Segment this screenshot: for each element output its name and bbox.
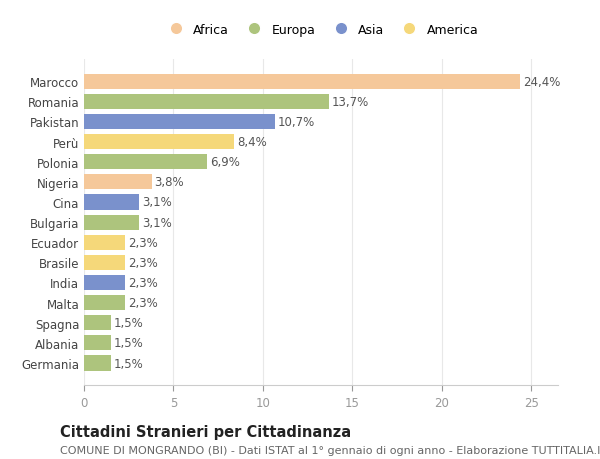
Bar [84, 155, 208, 170]
Text: 24,4%: 24,4% [523, 76, 560, 89]
Bar [84, 95, 329, 110]
Bar [84, 215, 139, 230]
Text: COMUNE DI MONGRANDO (BI) - Dati ISTAT al 1° gennaio di ogni anno - Elaborazione : COMUNE DI MONGRANDO (BI) - Dati ISTAT al… [60, 445, 600, 455]
Text: 3,8%: 3,8% [155, 176, 184, 189]
Legend: Africa, Europa, Asia, America: Africa, Europa, Asia, America [163, 23, 479, 37]
Bar [84, 115, 275, 130]
Text: 1,5%: 1,5% [113, 336, 143, 350]
Text: 3,1%: 3,1% [142, 196, 172, 209]
Bar [84, 135, 234, 150]
Text: 1,5%: 1,5% [113, 317, 143, 330]
Bar [84, 255, 125, 270]
Text: 1,5%: 1,5% [113, 357, 143, 369]
Text: 2,3%: 2,3% [128, 236, 158, 249]
Text: 2,3%: 2,3% [128, 297, 158, 309]
Bar [84, 195, 139, 210]
Bar [84, 175, 152, 190]
Bar [84, 315, 111, 330]
Text: 8,4%: 8,4% [237, 136, 266, 149]
Text: 3,1%: 3,1% [142, 216, 172, 229]
Bar [84, 296, 125, 310]
Bar [84, 336, 111, 351]
Text: 2,3%: 2,3% [128, 256, 158, 269]
Bar [84, 356, 111, 371]
Bar [84, 74, 520, 90]
Bar [84, 275, 125, 291]
Text: 13,7%: 13,7% [332, 95, 369, 109]
Text: 10,7%: 10,7% [278, 116, 316, 129]
Text: 6,9%: 6,9% [210, 156, 240, 169]
Bar [84, 235, 125, 250]
Text: 2,3%: 2,3% [128, 276, 158, 289]
Text: Cittadini Stranieri per Cittadinanza: Cittadini Stranieri per Cittadinanza [60, 425, 351, 440]
